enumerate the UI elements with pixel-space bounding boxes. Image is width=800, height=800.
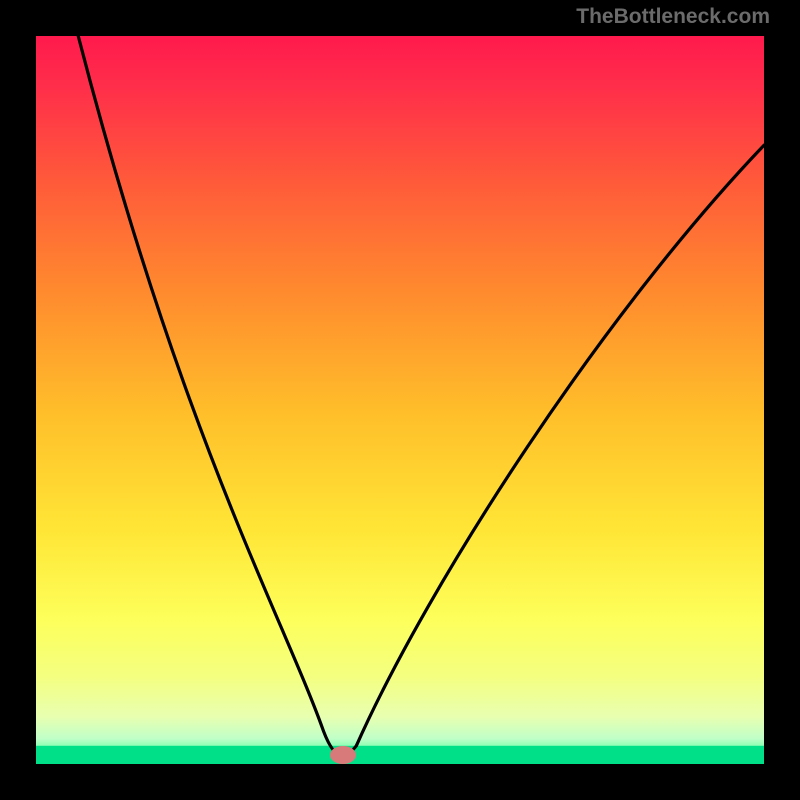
- figure-root: TheBottleneck.com: [0, 0, 800, 800]
- bottleneck-curve: [36, 36, 764, 764]
- watermark-text: TheBottleneck.com: [576, 5, 770, 29]
- curve-path: [78, 36, 764, 755]
- valley-marker: [330, 746, 356, 764]
- plot-area: [36, 36, 764, 764]
